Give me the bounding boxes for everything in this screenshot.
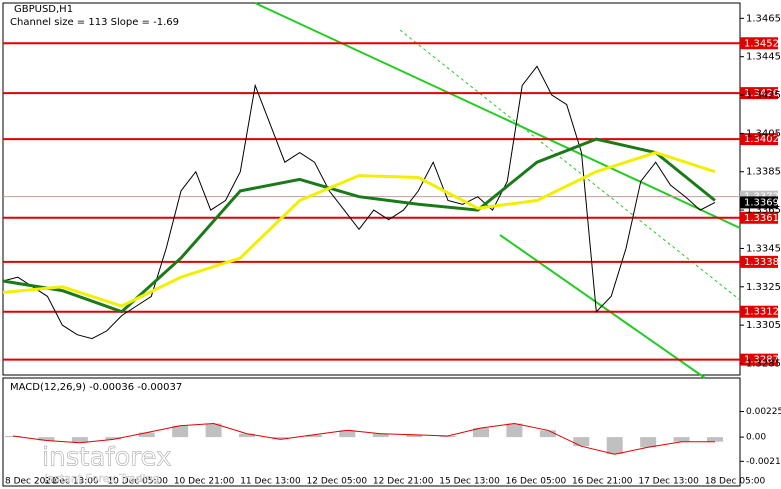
macd-bar <box>539 430 556 438</box>
level-label: 1.3452 <box>744 38 779 49</box>
level-label: 1.3402 <box>744 134 779 145</box>
level-box <box>740 87 778 100</box>
level-box <box>740 255 778 268</box>
y-tick-label: 1.3345 <box>746 243 781 254</box>
x-tick-label: 10 Dec 05:00 <box>107 477 168 487</box>
macd-bar <box>71 437 88 443</box>
macd-bar <box>439 435 456 438</box>
macd-panel <box>2 377 741 487</box>
x-tick-label: 16 Dec 21:00 <box>572 477 633 487</box>
macd-tick-label: 0.00225 <box>746 407 781 417</box>
y-tick-label: 1.3445 <box>746 52 781 63</box>
y-tick-label: 1.3405 <box>746 128 781 139</box>
logo-icon <box>6 445 38 477</box>
series-line <box>2 151 716 308</box>
macd-bar <box>506 423 523 438</box>
logo: instaforex Instant Forex Trading <box>6 442 172 485</box>
macd-bar <box>606 437 623 455</box>
macd-tick-label: 0.00 <box>746 433 766 443</box>
y-tick-label: 1.3465 <box>746 13 781 24</box>
x-tick-label: 18 Dec 05:00 <box>705 477 766 487</box>
macd-bar <box>272 437 289 440</box>
y-tick-label: 1.3385 <box>746 167 781 178</box>
logo-tagline: Instant Forex Trading <box>44 472 160 485</box>
y-tick-label: 1.3305 <box>746 320 781 331</box>
macd-bar <box>406 434 423 438</box>
x-tick-label: 12 Dec 21:00 <box>373 477 434 487</box>
x-tick-label: 8 Dec 2020 <box>5 477 57 487</box>
level-label: 1.3312 <box>744 307 779 318</box>
macd-bar <box>305 434 322 438</box>
x-tick-label: 11 Dec 13:00 <box>240 477 301 487</box>
macd-bar <box>239 433 255 438</box>
macd-bar <box>673 437 690 442</box>
level-box <box>740 211 778 224</box>
x-tick-label: 15 Dec 13:00 <box>439 477 500 487</box>
x-tick-label: 9 Dec 13:00 <box>44 477 99 487</box>
x-tick-label: 16 Dec 05:00 <box>506 477 567 487</box>
x-tick-label: 10 Dec 21:00 <box>174 477 235 487</box>
macd-bar <box>640 437 657 448</box>
level-label: 1.3426 <box>744 88 779 99</box>
y-tick-label: 1.3365 <box>746 205 781 216</box>
level-box <box>740 37 778 50</box>
y-tick-label: 1.3425 <box>746 90 781 101</box>
level-box <box>740 353 778 366</box>
macd-signal <box>12 422 715 455</box>
level-label: 1.3338 <box>744 257 779 268</box>
level-box <box>740 133 778 146</box>
macd-bar <box>707 437 723 442</box>
title: GBPUSD,H1 <box>14 4 73 15</box>
level-box <box>740 305 778 318</box>
macd-bar <box>172 425 189 438</box>
level-label: 1.3361 <box>744 213 779 224</box>
macd-bar <box>138 432 155 438</box>
series-line <box>2 137 716 314</box>
channel-lower <box>499 234 706 379</box>
x-tick-label: 17 Dec 13:00 <box>638 477 699 487</box>
macd-tick-label: -0.00213 <box>746 457 781 467</box>
macd-bar <box>205 423 222 438</box>
macd-bar <box>5 435 21 438</box>
level-label: 1.3287 <box>744 355 779 366</box>
bid-label: 1.3369 <box>744 197 779 208</box>
main-panel <box>2 2 741 376</box>
macd-bar <box>473 428 489 438</box>
y-tick-label: 1.3285 <box>746 358 781 369</box>
macd-bar <box>38 437 55 441</box>
macd-bar <box>573 437 590 447</box>
subtitle: Channel size = 113 Slope = -1.69 <box>10 17 179 28</box>
bid-box <box>740 196 778 209</box>
y-tick-label: 1.3325 <box>746 282 781 293</box>
macd-label: MACD(12,26,9) -0.00036 -0.00037 <box>10 382 182 393</box>
macd-bar <box>372 433 389 438</box>
macd-bar <box>339 430 356 438</box>
x-tick-label: 12 Dec 05:00 <box>307 477 368 487</box>
series-line <box>2 65 716 340</box>
logo-name: instaforex <box>42 443 171 473</box>
macd-bar <box>105 437 122 440</box>
channel-upper <box>254 2 741 229</box>
channel-mid <box>399 29 741 301</box>
